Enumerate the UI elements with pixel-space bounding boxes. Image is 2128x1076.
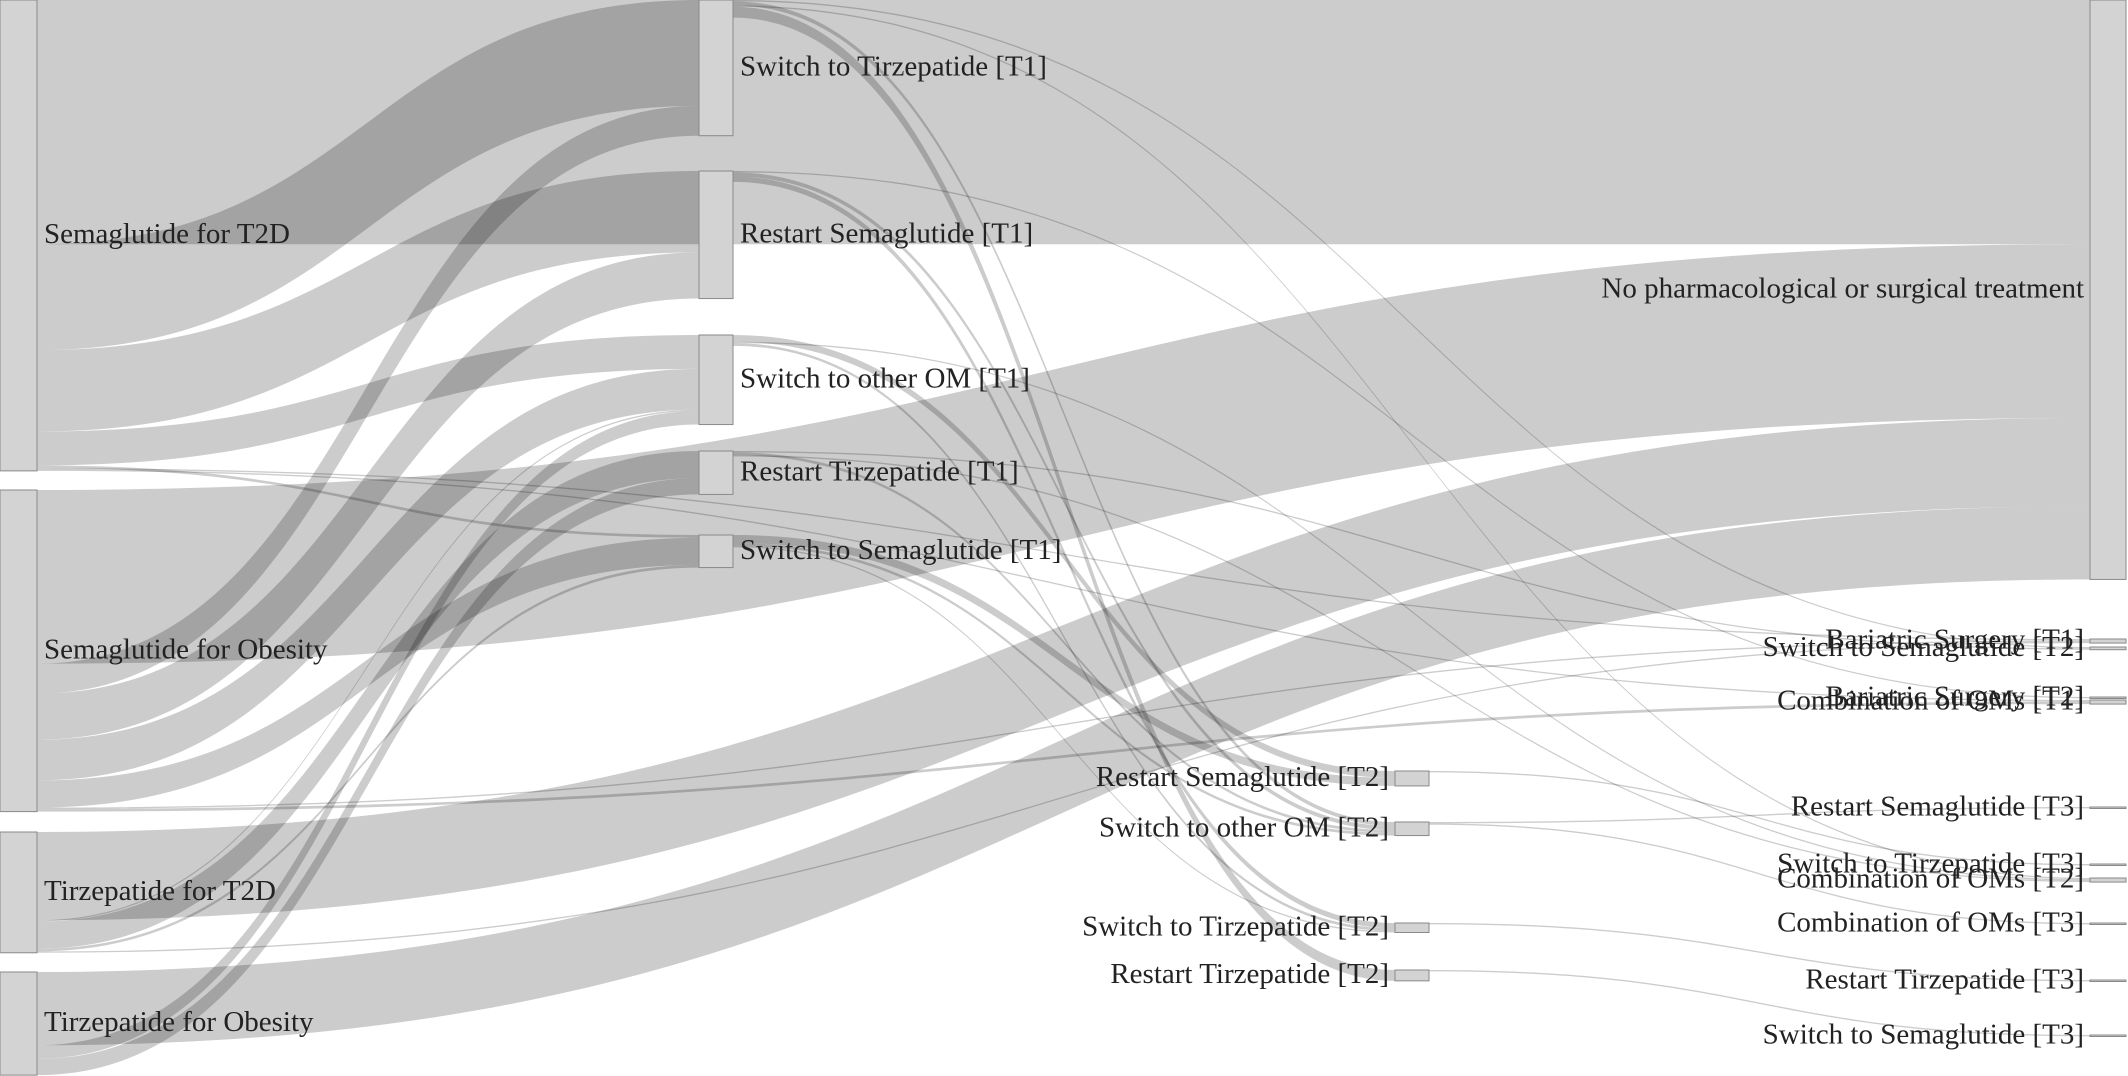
node — [2089, 979, 2127, 982]
link — [733, 545, 1395, 933]
link — [37, 0, 699, 351]
link — [733, 6, 1395, 981]
link — [37, 701, 2090, 812]
node-label: Restart Tirzepatide [T1] — [740, 455, 1019, 487]
link — [733, 5, 2090, 880]
node — [2089, 863, 2127, 866]
link — [37, 468, 2090, 641]
node — [2089, 877, 2127, 883]
link — [37, 252, 699, 740]
node-label: Restart Semaglutide [T2] — [1096, 761, 1389, 793]
node-label: Tirzepatide for T2D — [44, 875, 276, 907]
link — [733, 455, 2090, 883]
node-label: Tirzepatide for Obesity — [44, 1006, 314, 1038]
node — [0, 489, 38, 813]
node-label: Switch to other OM [T2] — [1099, 811, 1389, 843]
node — [2089, 638, 2127, 644]
node — [698, 170, 734, 300]
link — [37, 469, 2090, 702]
node-label: Restart Semaglutide [T3] — [1791, 790, 2084, 822]
link — [37, 478, 699, 1076]
link — [37, 506, 2090, 1046]
link — [1429, 807, 2090, 824]
node-label: Combination of OMs [T2] — [1777, 863, 2084, 895]
node — [698, 334, 734, 426]
node — [1394, 821, 1430, 837]
node — [1394, 922, 1430, 933]
node-label: Switch to Semaglutide [T3] — [1763, 1018, 2084, 1050]
node-label: Switch to Semaglutide [T2] — [1763, 631, 2084, 663]
link — [37, 335, 699, 466]
node — [0, 0, 38, 472]
node-label: No pharmacological or surgical treatment — [1601, 272, 2084, 304]
node-label: Semaglutide for Obesity — [44, 633, 328, 665]
link — [733, 172, 1395, 831]
link — [733, 451, 2090, 650]
link — [37, 0, 2090, 245]
node — [1394, 969, 1430, 982]
node — [2089, 1034, 2127, 1037]
node-label: Switch to other OM [T1] — [740, 362, 1030, 394]
node-label: Switch to Semaglutide [T1] — [740, 534, 1061, 566]
link — [733, 0, 2090, 649]
node — [2089, 699, 2127, 705]
link — [733, 343, 1395, 932]
node-label: Combination of OMs [T3] — [1777, 906, 2084, 938]
link — [37, 451, 699, 949]
link — [733, 543, 1395, 836]
link — [1429, 771, 2090, 866]
link — [37, 417, 2090, 921]
link — [37, 410, 699, 1059]
node-label: Combination of OMs [T1] — [1777, 685, 2084, 717]
link — [37, 368, 699, 781]
link — [37, 640, 2090, 809]
node — [0, 971, 38, 1076]
link — [733, 176, 1395, 929]
link — [37, 641, 2090, 953]
link — [1429, 970, 2090, 1037]
node-label: Restart Tirzepatide [T2] — [1110, 958, 1389, 990]
node — [698, 0, 734, 137]
node — [698, 450, 734, 495]
link — [1429, 923, 2090, 982]
node — [698, 534, 734, 569]
node-label: Semaglutide for T2D — [44, 218, 290, 250]
link — [733, 341, 2090, 881]
link — [733, 1, 1395, 827]
node — [2089, 922, 2127, 925]
node — [2089, 646, 2127, 651]
link — [37, 171, 699, 432]
node — [2089, 806, 2127, 809]
link — [733, 171, 2090, 699]
link — [733, 535, 1395, 786]
node — [2089, 0, 2127, 580]
node-label: Bariatric Surgery [T2] — [1825, 680, 2084, 712]
node-label: Switch to Tirzepatide [T2] — [1082, 910, 1389, 942]
link — [733, 335, 1395, 778]
link — [37, 537, 699, 808]
link — [733, 452, 1395, 833]
node — [1394, 770, 1430, 787]
node-label: Switch to Tirzepatide [T3] — [1777, 847, 2084, 879]
node-label: Bariatric Surgery [T1] — [1825, 624, 2084, 656]
link — [37, 244, 2090, 664]
link — [37, 564, 699, 952]
node — [2089, 696, 2127, 699]
link — [1429, 823, 2090, 925]
link — [37, 105, 699, 694]
node-label: Restart Tirzepatide [T3] — [1805, 963, 2084, 995]
node — [0, 831, 38, 954]
node-label: Switch to Tirzepatide [T1] — [740, 51, 1047, 83]
link — [37, 409, 699, 922]
node-label: Restart Semaglutide [T1] — [740, 217, 1033, 249]
link — [37, 465, 699, 538]
